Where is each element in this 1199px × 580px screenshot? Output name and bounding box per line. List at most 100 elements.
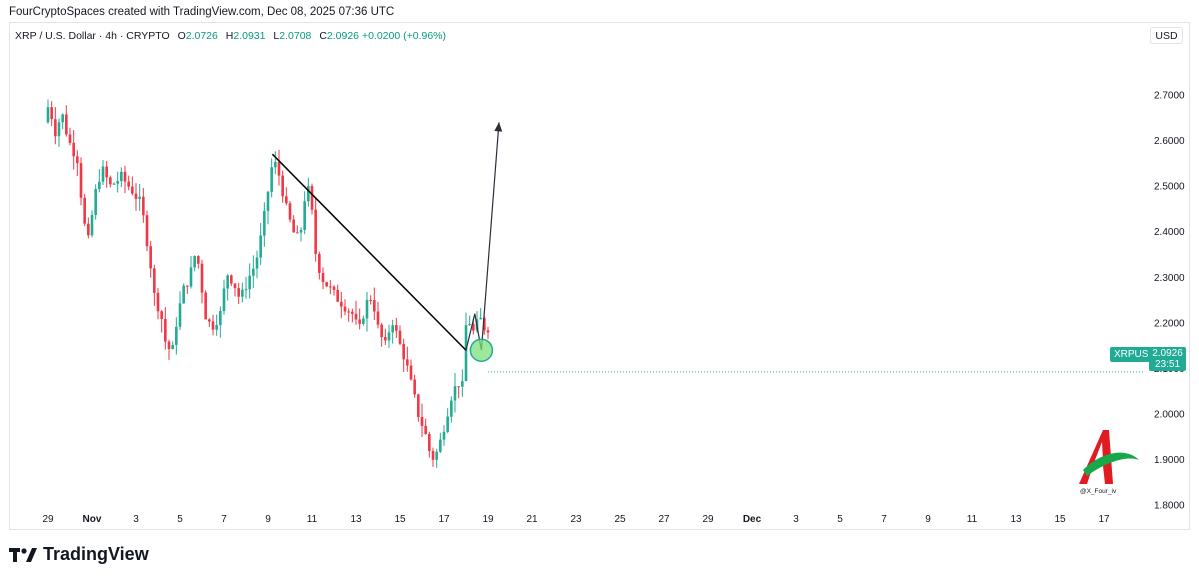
- candle: [270, 158, 273, 198]
- candle-body: [145, 215, 149, 247]
- candle: [204, 290, 207, 320]
- candle: [222, 279, 226, 315]
- candle: [321, 267, 325, 290]
- candle: [145, 210, 149, 252]
- candle-body: [175, 326, 178, 345]
- candle: [373, 287, 376, 321]
- candle: [76, 150, 79, 177]
- candle-body: [142, 196, 145, 216]
- x-tick-label: 13: [350, 514, 362, 525]
- currency-button[interactable]: USD: [1150, 27, 1183, 44]
- y-tick-label: 2.2000: [1154, 318, 1185, 329]
- candle-body: [347, 311, 350, 313]
- candle: [149, 240, 152, 278]
- candle-body: [54, 119, 57, 137]
- candle: [450, 396, 453, 423]
- projection-path[interactable]: [465, 122, 500, 351]
- candle-body: [120, 171, 123, 182]
- change-value: +0.0200 (+0.96%): [361, 30, 447, 42]
- candle-body: [395, 325, 398, 331]
- candle-body: [303, 201, 306, 230]
- x-tick-label: 15: [1054, 514, 1066, 525]
- candle: [380, 322, 383, 347]
- candle: [200, 259, 204, 304]
- x-tick-label: Nov: [83, 514, 102, 525]
- candle: [167, 339, 171, 360]
- candle: [211, 314, 215, 336]
- candle-body: [420, 416, 424, 426]
- candle: [329, 280, 332, 295]
- bar-countdown: 23:51: [1154, 359, 1181, 370]
- candle: [50, 101, 53, 127]
- high-label: H: [225, 30, 234, 42]
- candle: [398, 325, 402, 346]
- candle-body: [189, 267, 193, 287]
- candle: [197, 255, 200, 269]
- close-value: 2.0926: [326, 30, 360, 42]
- high-value: 2.0931: [233, 30, 266, 42]
- price-axis: 1.80001.90002.00002.10002.20002.30002.40…: [1154, 90, 1185, 511]
- candle-body: [61, 114, 64, 123]
- low-label: L: [273, 30, 280, 42]
- breakout-target-circle[interactable]: [469, 338, 494, 362]
- candle: [219, 306, 222, 338]
- candle: [98, 169, 101, 193]
- chart-credit: FourCryptoSpaces created with TradingVie…: [9, 6, 395, 18]
- chart-pane[interactable]: [9, 22, 1190, 530]
- candle-body: [321, 272, 325, 283]
- candle-body: [387, 332, 391, 341]
- candle-body: [362, 318, 365, 324]
- x-tick-label: 3: [133, 514, 139, 525]
- candle: [241, 282, 244, 303]
- candle: [134, 183, 138, 211]
- candle: [358, 308, 361, 330]
- candle-body: [109, 177, 112, 185]
- candle-body: [233, 283, 237, 289]
- candle: [109, 175, 112, 188]
- candle-body: [83, 197, 86, 224]
- candle-body: [57, 122, 61, 137]
- x-tick-label: 17: [438, 514, 450, 525]
- candle-body: [417, 394, 420, 417]
- candle: [296, 225, 299, 234]
- symbol-legend[interactable]: XRP / U.S. Dollar · 4h · CRYPTO O2.0726 …: [15, 30, 446, 42]
- candle: [189, 255, 193, 289]
- candle-body: [380, 324, 383, 338]
- candle-body: [156, 292, 160, 312]
- brand-name: TradingView: [43, 544, 149, 564]
- candle-body: [431, 450, 435, 460]
- y-tick-label: 2.6000: [1154, 136, 1185, 147]
- candlestick-series: [46, 99, 1143, 468]
- candle: [274, 151, 277, 175]
- candle-body: [127, 181, 130, 187]
- candle-body: [453, 386, 457, 401]
- candle-body: [376, 311, 380, 325]
- candle-body: [230, 275, 233, 284]
- candle-body: [98, 181, 101, 190]
- candle-body: [442, 431, 446, 440]
- candle: [87, 217, 90, 239]
- x-tick-label: 5: [837, 514, 843, 525]
- x-tick-label: 9: [925, 514, 931, 525]
- last-price-value: 2.0926: [1152, 348, 1183, 359]
- candle-body: [153, 268, 156, 293]
- descending-trendline[interactable]: [271, 153, 467, 351]
- candle: [413, 374, 416, 398]
- candle: [307, 177, 310, 207]
- candle: [237, 282, 240, 305]
- candle-body: [164, 318, 167, 342]
- candle: [442, 425, 446, 446]
- tradingview-brand[interactable]: TradingView: [9, 544, 149, 565]
- candle-body: [244, 289, 248, 291]
- x-tick-label: 13: [1010, 514, 1022, 525]
- candle-body: [186, 285, 189, 287]
- symbol-name: XRP / U.S. Dollar · 4h · CRYPTO: [15, 30, 170, 42]
- close-label: C: [319, 30, 327, 42]
- candle-body: [241, 289, 244, 297]
- candle: [354, 300, 358, 325]
- candle: [288, 201, 292, 223]
- candle: [277, 149, 281, 186]
- candle-body: [343, 306, 347, 312]
- candle-body: [307, 186, 310, 202]
